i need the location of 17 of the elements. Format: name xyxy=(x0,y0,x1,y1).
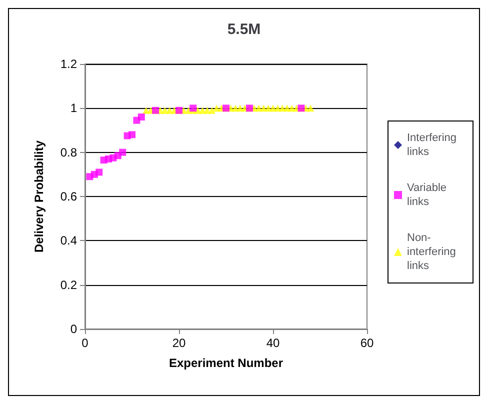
y-tick-label: 0.8 xyxy=(60,145,78,160)
y-tick-label: 1.2 xyxy=(60,57,78,71)
y-tick-label: 0.4 xyxy=(60,234,78,248)
legend-label: Variable links xyxy=(407,182,450,208)
legend-label: Interfering links xyxy=(407,132,460,158)
x-tick-label: 20 xyxy=(172,336,186,350)
x-tick-label: 40 xyxy=(266,336,280,350)
y-tick-label: 0.6 xyxy=(60,190,78,204)
y-tick-label: 0.2 xyxy=(60,278,78,292)
y-tick-label: 1 xyxy=(70,101,78,116)
y-axis-title: Delivery Probability xyxy=(32,140,46,253)
legend-label: Non-interfering links xyxy=(407,232,459,272)
x-axis-title: Experiment Number xyxy=(168,356,284,370)
x-tick-label: 0 xyxy=(82,336,89,350)
y-tick-label: 0 xyxy=(70,322,78,336)
chart-title: 5.5M xyxy=(227,21,261,38)
x-tick-label: 60 xyxy=(360,336,374,350)
